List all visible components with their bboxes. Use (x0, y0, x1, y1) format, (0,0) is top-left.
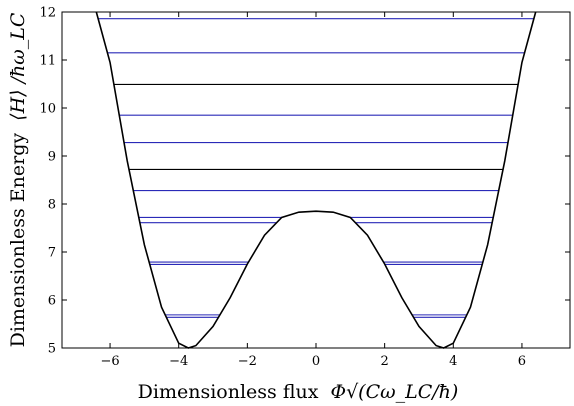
x-tick-label: 2 (381, 354, 389, 369)
y-tick-label: 11 (39, 54, 56, 69)
y-tick-label: 12 (39, 6, 56, 21)
x-axis-label: Dimensionless flux (138, 381, 319, 403)
x-tick-label: −6 (100, 354, 119, 369)
y-tick-label: 9 (48, 150, 56, 165)
axis-ticks-group (62, 11, 570, 349)
y-axis-title: Dimensionless Energy ⟨H⟩ /ħω_LC (7, 12, 29, 347)
x-tick-label: 4 (449, 354, 457, 369)
x-tick-label: 0 (312, 354, 320, 369)
y-tick-label: 7 (48, 246, 56, 261)
tick-labels-group: −6 −4 −2 0 2 4 6 5 6 7 8 9 10 11 12 (39, 6, 526, 370)
y-tick-label: 10 (39, 102, 56, 117)
x-axis-label-math: Φ√(Cω_LC/ħ) (331, 381, 459, 403)
plot-frame (61, 11, 571, 349)
y-tick-label: 6 (48, 294, 56, 309)
x-tick-label: −4 (169, 354, 188, 369)
y-axis-label: Dimensionless Energy (7, 133, 29, 348)
x-axis-title: Dimensionless flux Φ√(Cω_LC/ħ) (138, 381, 459, 403)
x-tick-label: −2 (238, 354, 257, 369)
energy-levels-group (98, 18, 534, 318)
y-axis-label-math: ⟨H⟩ /ħω_LC (7, 12, 29, 121)
potential-curve (95, 11, 537, 349)
x-tick-label: 6 (518, 354, 526, 369)
y-tick-label: 5 (48, 342, 56, 357)
y-tick-label: 8 (48, 198, 56, 213)
